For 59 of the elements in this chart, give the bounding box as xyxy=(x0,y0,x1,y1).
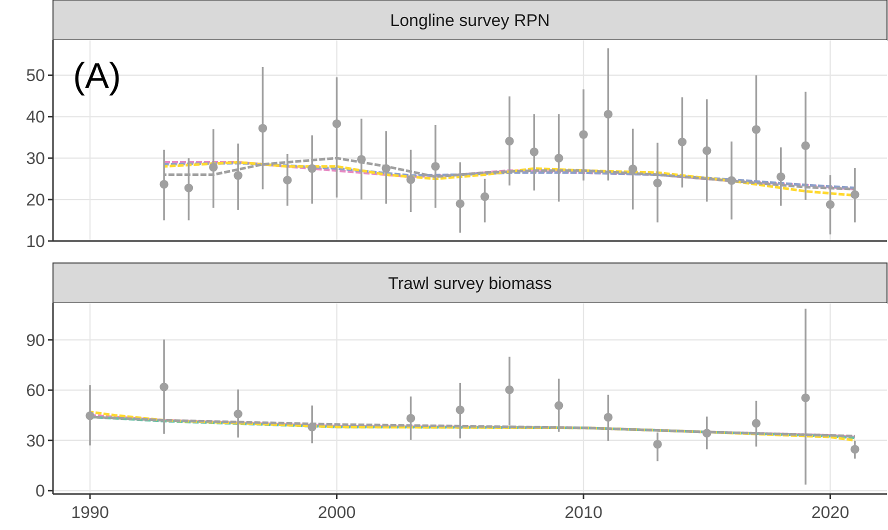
point xyxy=(456,199,464,208)
point xyxy=(283,176,292,184)
point xyxy=(234,171,242,180)
x-tick-label: 1990 xyxy=(71,503,109,522)
point xyxy=(727,176,736,185)
point xyxy=(826,200,835,209)
point xyxy=(653,440,662,449)
point xyxy=(604,110,613,119)
chart-title: Trawl survey biomass xyxy=(388,274,552,293)
point xyxy=(801,393,810,402)
y-tick-label: 0 xyxy=(36,482,45,501)
point xyxy=(752,125,761,134)
x-tick-label: 2010 xyxy=(564,503,602,522)
y-tick-label: 30 xyxy=(26,149,45,168)
y-tick-label: 40 xyxy=(26,108,45,127)
chart-title: Longline survey RPN xyxy=(390,11,550,30)
point xyxy=(382,164,390,173)
y-tick-label: 50 xyxy=(26,66,45,86)
point xyxy=(456,406,464,414)
point xyxy=(431,162,440,171)
point xyxy=(850,190,860,199)
y-tick-label: 30 xyxy=(26,431,45,450)
y-tick-label: 90 xyxy=(26,330,45,350)
point xyxy=(308,422,316,432)
point xyxy=(554,154,564,162)
point xyxy=(850,444,860,454)
point xyxy=(184,184,194,192)
point xyxy=(554,401,564,410)
point xyxy=(357,154,366,164)
point xyxy=(678,138,687,146)
x-tick-label: 2020 xyxy=(811,503,850,522)
point xyxy=(530,148,539,156)
point xyxy=(234,410,242,418)
y-tick-label: 20 xyxy=(26,190,45,210)
point xyxy=(776,172,786,182)
point xyxy=(702,146,712,156)
point xyxy=(480,192,490,202)
point xyxy=(258,124,268,133)
point xyxy=(752,418,761,428)
point xyxy=(406,414,416,423)
point xyxy=(406,175,416,184)
point xyxy=(160,180,168,189)
point xyxy=(604,412,613,422)
point xyxy=(505,136,514,146)
point xyxy=(209,162,218,172)
point xyxy=(579,130,588,139)
point xyxy=(801,141,810,150)
point xyxy=(702,428,712,438)
y-tick-label: 10 xyxy=(26,232,45,251)
point xyxy=(160,382,168,392)
point xyxy=(332,119,342,128)
point xyxy=(628,164,638,174)
point xyxy=(505,385,514,394)
x-tick-label: 2000 xyxy=(318,503,356,522)
point xyxy=(86,411,94,420)
y-tick-label: 60 xyxy=(26,381,45,400)
point xyxy=(308,164,316,173)
annotation: (A) xyxy=(73,55,121,96)
point xyxy=(653,178,662,188)
